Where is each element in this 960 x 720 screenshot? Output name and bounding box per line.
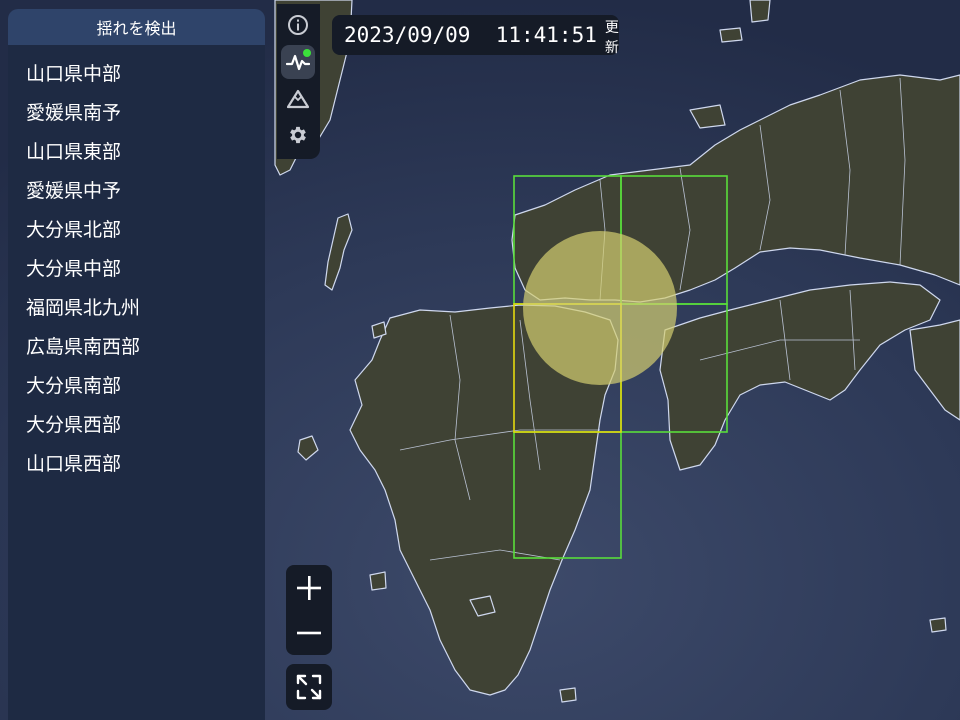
- list-item[interactable]: 山口県中部: [26, 63, 122, 85]
- list-item[interactable]: 愛媛県南予: [26, 102, 122, 124]
- active-indicator: [303, 49, 311, 57]
- shake-area-circle: [523, 231, 677, 385]
- list-item[interactable]: 大分県中部: [26, 258, 122, 280]
- expand-icon: [296, 674, 322, 700]
- zoom-control: [286, 565, 332, 655]
- info-button[interactable]: [281, 8, 315, 42]
- zoom-in-button[interactable]: [286, 565, 332, 610]
- zoom-out-button[interactable]: [286, 610, 332, 655]
- update-timestamp: 2023/09/09 11:41:51 更新: [332, 15, 619, 56]
- list-item[interactable]: 広島県南西部: [26, 336, 141, 358]
- mountain-icon: [287, 89, 309, 109]
- list-item[interactable]: 大分県南部: [26, 375, 122, 397]
- info-icon: [288, 15, 308, 35]
- region-list: 山口県中部 愛媛県南予 山口県東部 愛媛県中予 大分県北部 大分県中部 福岡県北…: [8, 45, 265, 484]
- timestamp-suffix: 更新: [604, 20, 619, 56]
- waveform-icon: [286, 54, 310, 71]
- list-item[interactable]: 福岡県北九州: [26, 297, 141, 319]
- list-item[interactable]: 山口県西部: [26, 453, 122, 475]
- prefecture-borders: [399, 77, 906, 561]
- map-toolbar: [277, 4, 320, 159]
- plus-icon: [297, 575, 321, 600]
- panel-title: 揺れを検出: [8, 9, 265, 45]
- list-item[interactable]: 山口県東部: [26, 141, 122, 163]
- list-item[interactable]: 大分県西部: [26, 414, 122, 436]
- minus-icon: [297, 631, 321, 634]
- detection-panel: 揺れを検出 山口県中部 愛媛県南予 山口県東部 愛媛県中予 大分県北部 大分県中…: [8, 9, 265, 720]
- fullscreen-button[interactable]: [286, 664, 332, 710]
- shake-layer-button[interactable]: [281, 45, 315, 79]
- list-item[interactable]: 愛媛県中予: [26, 180, 122, 202]
- terrain-button[interactable]: [281, 82, 315, 116]
- settings-button[interactable]: [281, 118, 315, 152]
- gear-icon: [290, 126, 306, 144]
- landmass: [274, 0, 960, 703]
- list-item[interactable]: 大分県北部: [26, 219, 122, 241]
- timestamp-text: 2023/09/09 11:41:51: [344, 23, 597, 47]
